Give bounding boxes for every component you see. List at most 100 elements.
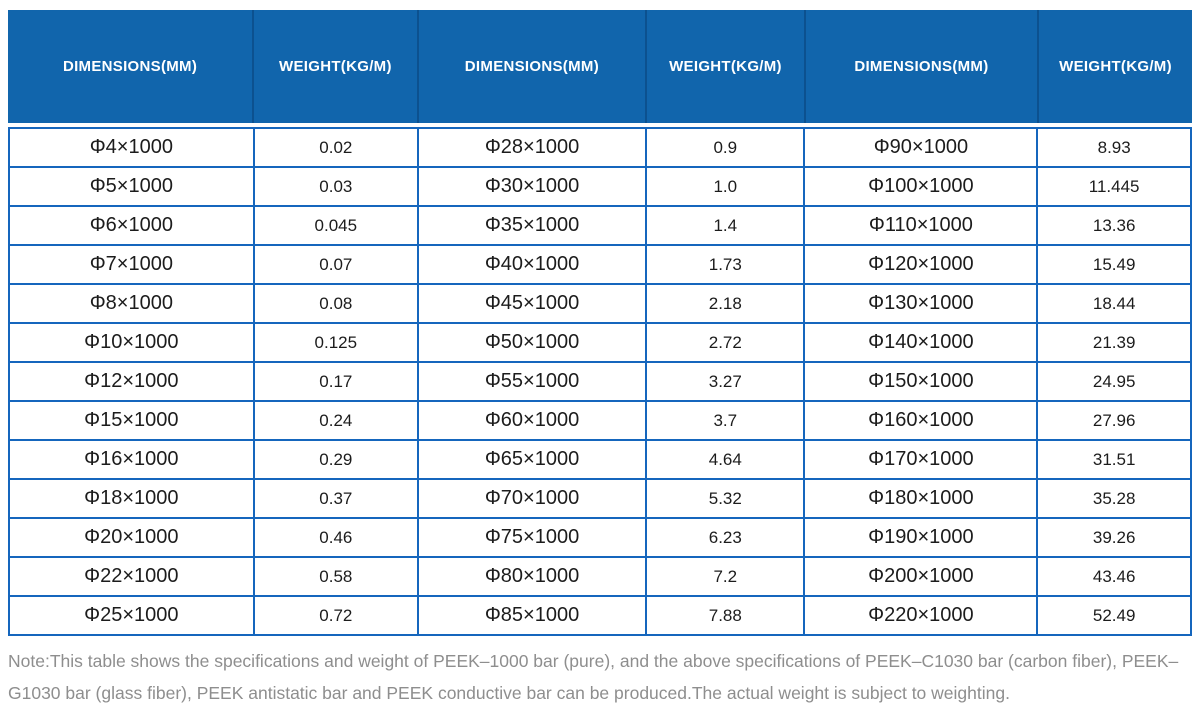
table-row: Φ22×1000 0.58 Φ80×1000 7.2 Φ200×1000 43.46	[8, 556, 1192, 597]
dimension-cell: Φ18×1000	[8, 478, 255, 519]
weight-cell: 4.64	[645, 439, 806, 480]
dimension-cell: Φ85×1000	[416, 595, 648, 636]
weight-cell: 7.2	[645, 556, 806, 597]
dimension-cell: Φ50×1000	[416, 322, 648, 363]
spec-table-body: Φ4×1000 0.02 Φ28×1000 0.9 Φ90×1000 8.93 Φ5×100…	[8, 127, 1192, 636]
weight-cell: 31.51	[1036, 439, 1192, 480]
weight-cell: 7.88	[645, 595, 806, 636]
weight-cell: 35.28	[1036, 478, 1192, 519]
table-row: Φ8×1000 0.08 Φ45×1000 2.18 Φ130×1000 18.44	[8, 283, 1192, 324]
weight-cell: 13.36	[1036, 205, 1192, 246]
weight-cell: 3.7	[645, 400, 806, 441]
table-row: Φ4×1000 0.02 Φ28×1000 0.9 Φ90×1000 8.93	[8, 127, 1192, 168]
dimension-cell: Φ7×1000	[8, 244, 255, 285]
weight-cell: 27.96	[1036, 400, 1192, 441]
header-dimensions-3: DIMENSIONS(MM)	[803, 10, 1039, 123]
header-dimensions-1: DIMENSIONS(MM)	[8, 10, 254, 123]
dimension-cell: Φ80×1000	[416, 556, 648, 597]
weight-cell: 0.9	[645, 127, 806, 168]
dimension-cell: Φ6×1000	[8, 205, 255, 246]
dimension-cell: Φ90×1000	[803, 127, 1039, 168]
header-weight-3: WEIGHT(KG/M)	[1037, 10, 1192, 123]
weight-cell: 0.24	[252, 400, 419, 441]
weight-cell: 0.03	[252, 166, 419, 207]
header-dimensions-2: DIMENSIONS(MM)	[416, 10, 647, 123]
dimension-cell: Φ60×1000	[416, 400, 648, 441]
weight-cell: 1.73	[645, 244, 806, 285]
dimension-cell: Φ12×1000	[8, 361, 255, 402]
weight-cell: 2.18	[645, 283, 806, 324]
dimension-cell: Φ65×1000	[416, 439, 648, 480]
weight-cell: 18.44	[1036, 283, 1192, 324]
table-row: Φ5×1000 0.03 Φ30×1000 1.0 Φ100×1000 11.445	[8, 166, 1192, 207]
dimension-cell: Φ100×1000	[803, 166, 1039, 207]
table-row: Φ25×1000 0.72 Φ85×1000 7.88 Φ220×1000 52.49	[8, 595, 1192, 636]
dimension-cell: Φ55×1000	[416, 361, 648, 402]
weight-cell: 0.46	[252, 517, 419, 558]
weight-cell: 0.07	[252, 244, 419, 285]
dimension-cell: Φ22×1000	[8, 556, 255, 597]
dimension-cell: Φ16×1000	[8, 439, 255, 480]
dimension-cell: Φ130×1000	[803, 283, 1039, 324]
weight-cell: 5.32	[645, 478, 806, 519]
weight-cell: 0.37	[252, 478, 419, 519]
weight-cell: 43.46	[1036, 556, 1192, 597]
dimension-cell: Φ220×1000	[803, 595, 1039, 636]
table-row: Φ20×1000 0.46 Φ75×1000 6.23 Φ190×1000 39.26	[8, 517, 1192, 558]
dimension-cell: Φ190×1000	[803, 517, 1039, 558]
weight-cell: 0.72	[252, 595, 419, 636]
dimension-cell: Φ160×1000	[803, 400, 1039, 441]
dimension-cell: Φ40×1000	[416, 244, 648, 285]
weight-cell: 6.23	[645, 517, 806, 558]
dimension-cell: Φ150×1000	[803, 361, 1039, 402]
weight-cell: 0.17	[252, 361, 419, 402]
dimension-cell: Φ180×1000	[803, 478, 1039, 519]
weight-cell: 39.26	[1036, 517, 1192, 558]
dimension-cell: Φ4×1000	[8, 127, 255, 168]
dimension-cell: Φ120×1000	[803, 244, 1039, 285]
weight-cell: 8.93	[1036, 127, 1192, 168]
weight-cell: 0.29	[252, 439, 419, 480]
weight-cell: 3.27	[645, 361, 806, 402]
dimension-cell: Φ30×1000	[416, 166, 648, 207]
dimension-cell: Φ28×1000	[416, 127, 648, 168]
weight-cell: 52.49	[1036, 595, 1192, 636]
table-row: Φ6×1000 0.045 Φ35×1000 1.4 Φ110×1000 13.36	[8, 205, 1192, 246]
spec-table-header: DIMENSIONS(MM) WEIGHT(KG/M) DIMENSIONS(M…	[8, 10, 1192, 123]
dimension-cell: Φ35×1000	[416, 205, 648, 246]
dimension-cell: Φ25×1000	[8, 595, 255, 636]
weight-cell: 24.95	[1036, 361, 1192, 402]
header-row: DIMENSIONS(MM) WEIGHT(KG/M) DIMENSIONS(M…	[8, 10, 1192, 123]
dimension-cell: Φ70×1000	[416, 478, 648, 519]
dimension-cell: Φ200×1000	[803, 556, 1039, 597]
footnote: Note:This table shows the specifications…	[8, 651, 1179, 703]
dimension-cell: Φ10×1000	[8, 322, 255, 363]
table-row: Φ12×1000 0.17 Φ55×1000 3.27 Φ150×1000 24.95	[8, 361, 1192, 402]
dimension-cell: Φ110×1000	[803, 205, 1039, 246]
weight-cell: 1.0	[645, 166, 806, 207]
table-row: Φ18×1000 0.37 Φ70×1000 5.32 Φ180×1000 35.28	[8, 478, 1192, 519]
dimension-cell: Φ15×1000	[8, 400, 255, 441]
weight-cell: 1.4	[645, 205, 806, 246]
dimension-cell: Φ140×1000	[803, 322, 1039, 363]
table-row: Φ10×1000 0.125 Φ50×1000 2.72 Φ140×1000 21.39	[8, 322, 1192, 363]
dimension-cell: Φ75×1000	[416, 517, 648, 558]
weight-cell: 21.39	[1036, 322, 1192, 363]
header-weight-1: WEIGHT(KG/M)	[252, 10, 418, 123]
dimension-cell: Φ20×1000	[8, 517, 255, 558]
weight-cell: 15.49	[1036, 244, 1192, 285]
dimension-cell: Φ5×1000	[8, 166, 255, 207]
dimension-cell: Φ170×1000	[803, 439, 1039, 480]
dimension-cell: Φ45×1000	[416, 283, 648, 324]
weight-cell: 2.72	[645, 322, 806, 363]
table-row: Φ7×1000 0.07 Φ40×1000 1.73 Φ120×1000 15.49	[8, 244, 1192, 285]
weight-cell: 0.02	[252, 127, 419, 168]
weight-cell: 11.445	[1036, 166, 1192, 207]
header-weight-2: WEIGHT(KG/M)	[645, 10, 805, 123]
weight-cell: 0.08	[252, 283, 419, 324]
dimension-cell: Φ8×1000	[8, 283, 255, 324]
table-row: Φ16×1000 0.29 Φ65×1000 4.64 Φ170×1000 31.51	[8, 439, 1192, 480]
table-row: Φ15×1000 0.24 Φ60×1000 3.7 Φ160×1000 27.96	[8, 400, 1192, 441]
spec-table: Φ4×1000 0.02 Φ28×1000 0.9 Φ90×1000 8.93 Φ5×100…	[8, 127, 1192, 636]
